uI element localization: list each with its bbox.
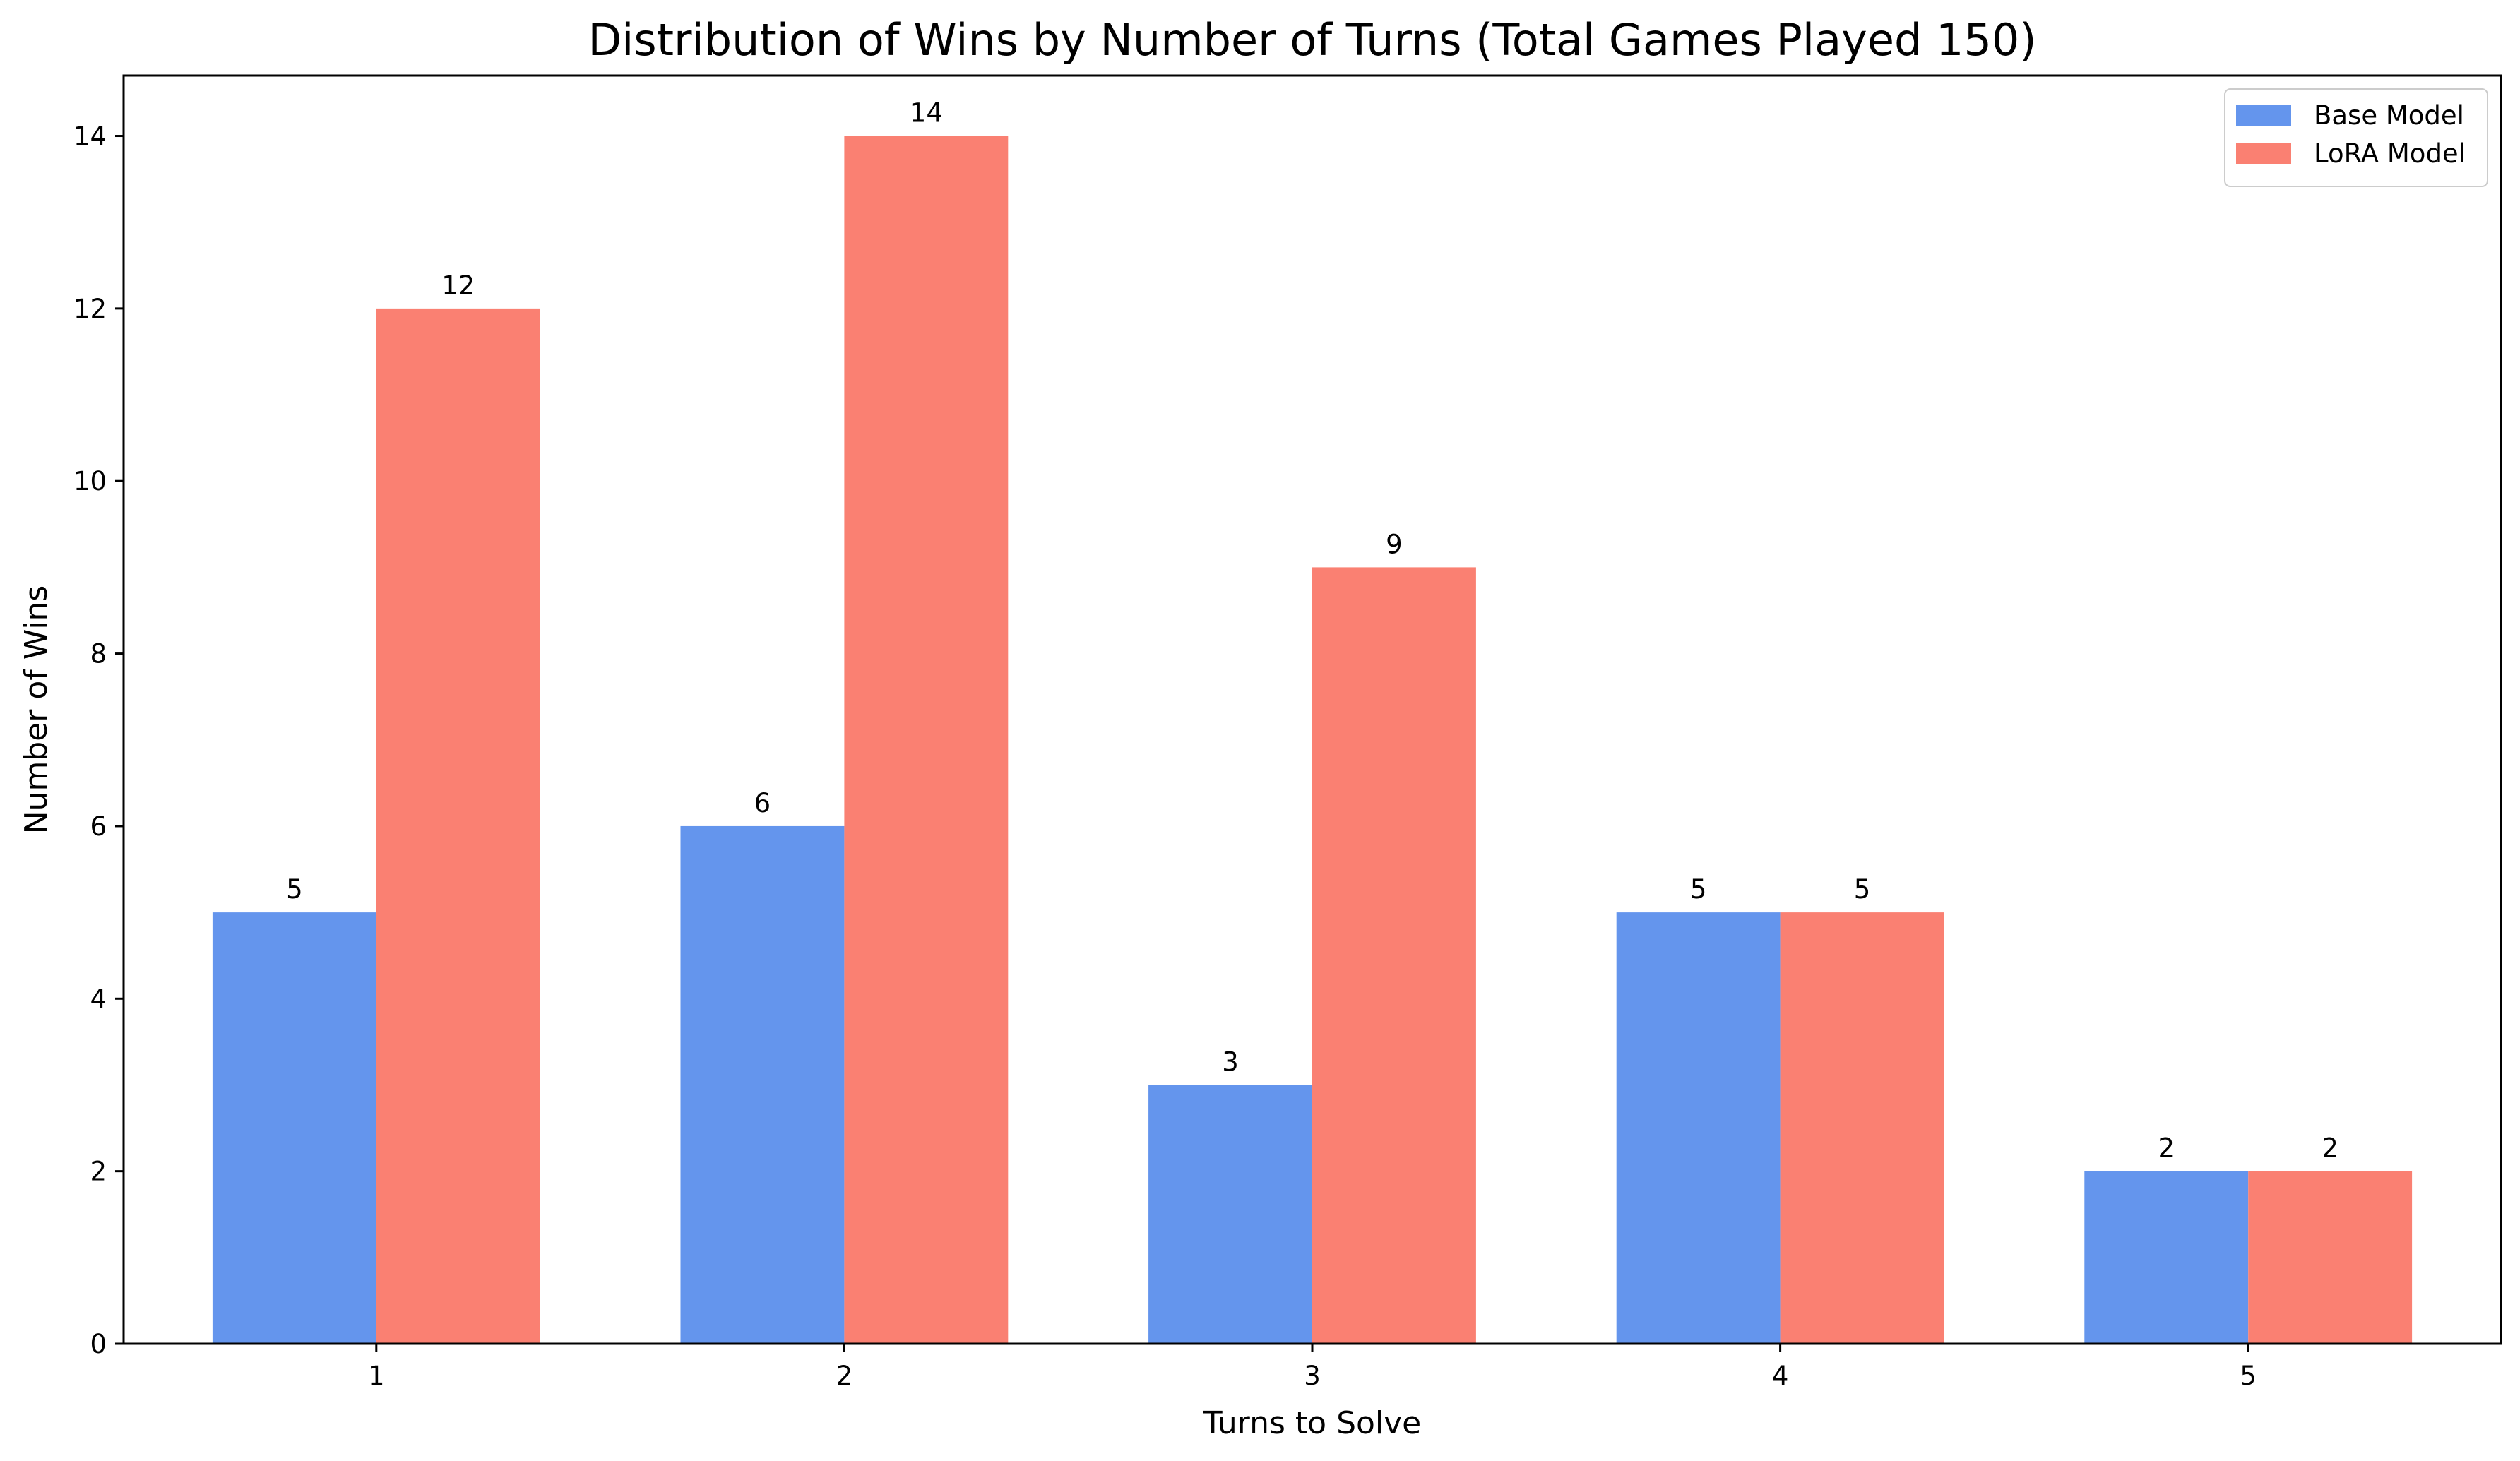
y-tick-label-6: 6	[90, 811, 107, 842]
data-label-lora-2: 14	[910, 98, 943, 129]
y-tick-label-4: 4	[90, 984, 107, 1014]
data-label-base-2: 6	[754, 788, 771, 818]
chart-title: Distribution of Wins by Number of Turns …	[588, 14, 2036, 66]
data-label-lora-5: 2	[2322, 1133, 2338, 1164]
y-tick-label-8: 8	[90, 639, 107, 669]
bar-lora-3	[1312, 567, 1476, 1344]
data-label-lora-3: 9	[1386, 529, 1403, 559]
x-tick-label-4: 4	[1772, 1361, 1789, 1391]
bar-base-5	[2084, 1171, 2249, 1344]
bar-base-4	[1616, 912, 1781, 1344]
data-label-base-4: 5	[1690, 874, 1707, 905]
y-tick-label-12: 12	[73, 294, 107, 324]
data-label-base-5: 2	[2158, 1133, 2175, 1164]
data-label-lora-4: 5	[1854, 874, 1871, 905]
bar-lora-5	[2248, 1171, 2413, 1344]
legend-label-base: Base Model	[2314, 100, 2464, 131]
data-label-lora-1: 12	[441, 270, 475, 301]
bar-base-1	[212, 912, 376, 1344]
legend-swatch-base	[2236, 105, 2291, 126]
y-axis-label: Number of Wins	[18, 585, 54, 835]
y-tick-label-14: 14	[73, 121, 107, 152]
bar-lora-4	[1780, 912, 1944, 1344]
x-tick-label-1: 1	[368, 1361, 385, 1391]
y-tick-label-10: 10	[73, 466, 107, 496]
bar-lora-2	[844, 136, 1009, 1344]
y-tick-label-0: 0	[90, 1329, 107, 1359]
y-tick-label-2: 2	[90, 1157, 107, 1187]
bar-base-3	[1148, 1085, 1312, 1344]
bar-base-2	[680, 825, 845, 1344]
legend-label-lora: LoRA Model	[2314, 138, 2466, 169]
data-label-base-3: 3	[1222, 1046, 1239, 1077]
data-label-base-1: 5	[286, 874, 303, 905]
x-tick-label-5: 5	[2240, 1361, 2257, 1391]
bar-lora-1	[376, 308, 540, 1344]
legend-swatch-lora	[2236, 143, 2291, 164]
x-axis-label: Turns to Solve	[1203, 1405, 1422, 1441]
x-tick-label-3: 3	[1304, 1361, 1321, 1391]
x-tick-label-2: 2	[836, 1361, 853, 1391]
